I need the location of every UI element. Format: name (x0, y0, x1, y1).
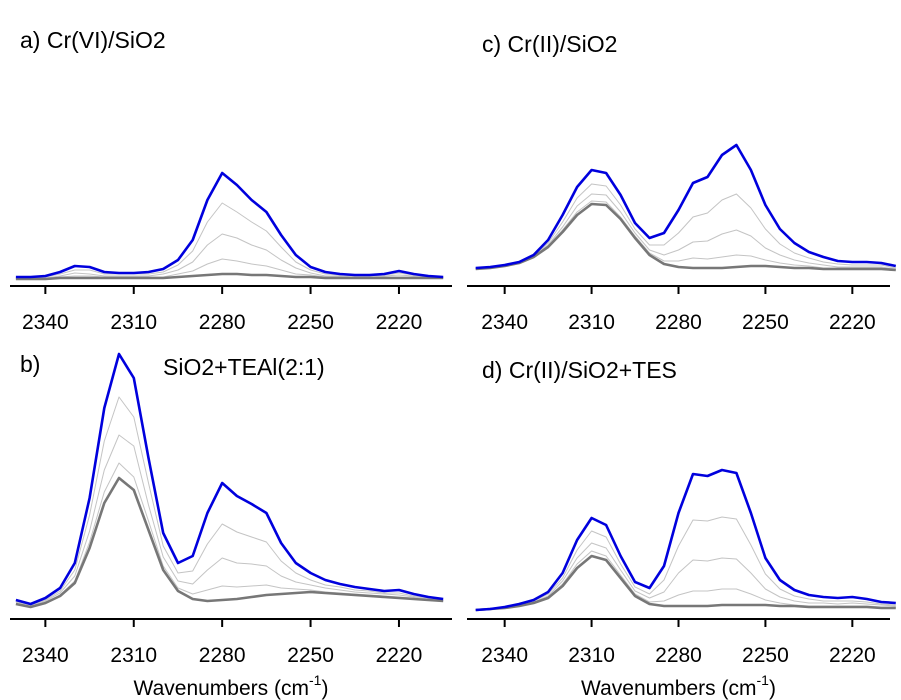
x-tick-label: 2220 (376, 311, 423, 334)
x-tick-label: 2250 (287, 311, 334, 334)
x-tick-label: 2340 (481, 644, 528, 667)
panel-title: c) Cr(II)/SiO2 (482, 31, 617, 57)
x-tick-label: 2310 (568, 311, 615, 334)
x-tick-label: 2280 (199, 644, 246, 667)
x-tick-label: 2280 (655, 311, 702, 334)
x-axis-label-superscript: -1 (756, 672, 769, 688)
x-axis-label-suffix: ) (769, 677, 776, 700)
x-tick-label: 2250 (742, 311, 789, 334)
x-axis-label-main: Wavenumbers (cm (581, 677, 756, 700)
x-axis-label-superscript: -1 (309, 672, 322, 688)
x-tick-label: 2340 (22, 644, 69, 667)
spectrum-line (475, 468, 896, 612)
spectrum-line (475, 143, 897, 270)
x-tick-label: 2220 (829, 311, 876, 334)
spectrum-line (15, 352, 444, 606)
x-tick-label: 2280 (655, 644, 702, 667)
x-axis-label: Wavenumbers (cm-1) (581, 672, 776, 700)
spectrum-line (15, 434, 444, 607)
spectrum-line (475, 542, 896, 611)
x-tick-label: 2250 (287, 644, 334, 667)
spectrum-line (15, 396, 444, 606)
panel-title: SiO2+TEAl(2:1) (163, 354, 325, 380)
spectrum-line (475, 183, 896, 269)
panel-title: a) Cr(VI)/SiO2 (20, 27, 166, 53)
panel-title: d) Cr(II)/SiO2+TES (482, 357, 677, 383)
spectrum-line (475, 516, 896, 611)
x-tick-label: 2220 (829, 644, 876, 667)
panel-label: b) (20, 351, 40, 377)
x-tick-label: 2340 (22, 311, 69, 334)
spectrum-line (15, 233, 444, 279)
x-tick-label: 2220 (376, 644, 423, 667)
spectrum-line (475, 193, 896, 270)
x-axis-label: Wavenumbers (cm-1) (134, 672, 329, 700)
spectrum-line (15, 171, 444, 279)
x-tick-label: 2310 (568, 644, 615, 667)
x-tick-label: 2340 (481, 311, 528, 334)
x-tick-label: 2250 (742, 644, 789, 667)
spectrum-line (15, 476, 444, 609)
x-tick-label: 2280 (199, 311, 246, 334)
spectrum-line (475, 554, 896, 612)
x-axis-label-suffix: ) (321, 677, 328, 700)
spectrum-line (15, 272, 444, 281)
x-tick-label: 2310 (110, 644, 157, 667)
x-axis-label-main: Wavenumbers (cm (134, 677, 309, 700)
x-tick-label: 2310 (110, 311, 157, 334)
spectrum-line (475, 202, 896, 272)
